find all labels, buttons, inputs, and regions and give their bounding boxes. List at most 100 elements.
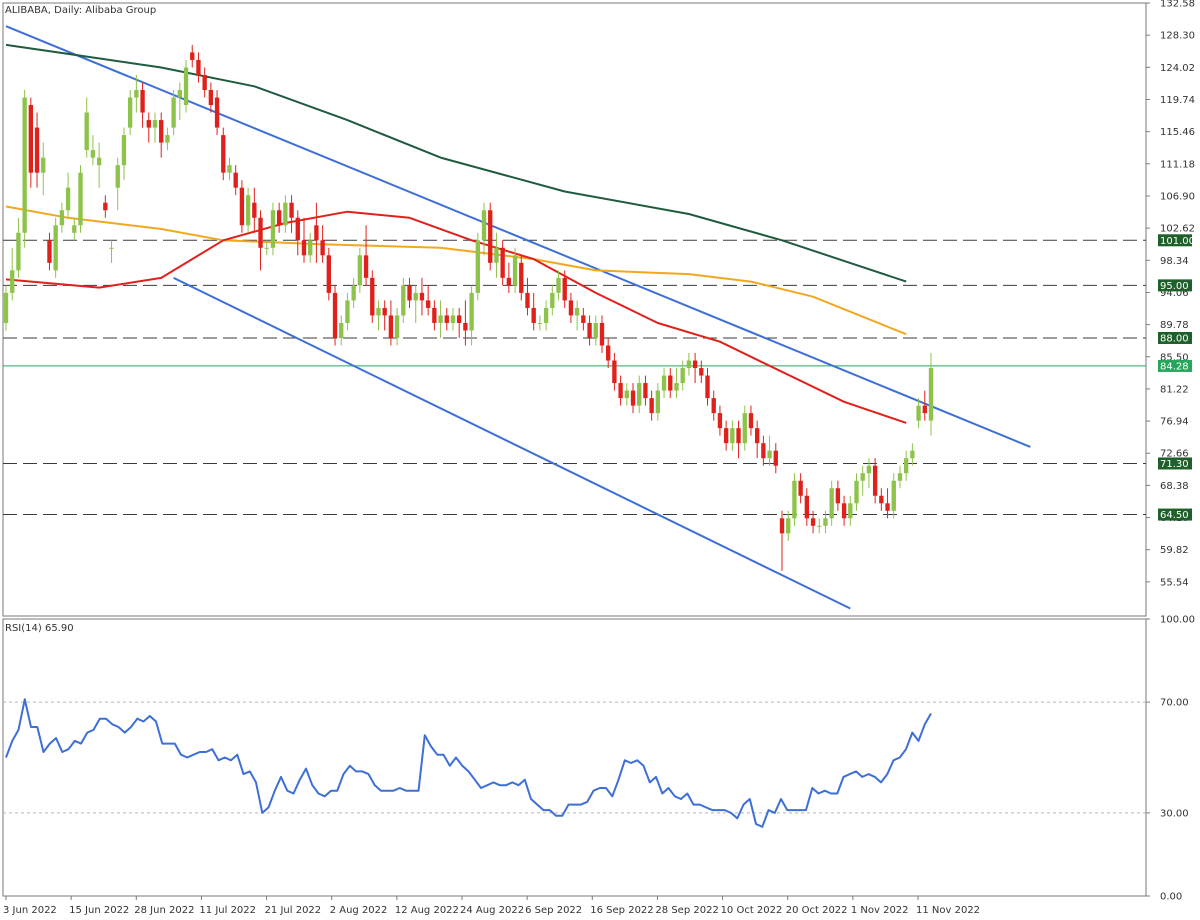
price-tick-label: 94.06	[1160, 288, 1189, 299]
candle-body	[581, 315, 586, 323]
candle-body	[221, 135, 226, 173]
candle	[152, 112, 158, 143]
candle-body	[146, 120, 151, 128]
candle-body	[463, 322, 468, 331]
candle-body	[755, 428, 760, 444]
candle	[773, 443, 778, 474]
date-tick-label: 11 Nov 2022	[916, 905, 980, 916]
level-tag-label: 88.00	[1160, 333, 1189, 344]
candle	[252, 187, 257, 233]
price-tick-label: 76.94	[1160, 417, 1189, 428]
price-tick-label: 81.22	[1160, 384, 1189, 395]
candle	[96, 142, 102, 188]
candle-body	[761, 443, 766, 459]
candle	[314, 202, 319, 263]
candle-body	[345, 300, 350, 323]
candle-body	[506, 277, 512, 286]
level-tag: 101.00	[1158, 234, 1195, 247]
candle	[16, 217, 21, 278]
price-plot-area	[3, 25, 1146, 610]
candle	[65, 172, 71, 218]
candle-body	[394, 315, 400, 338]
candle	[227, 157, 232, 181]
candle	[680, 360, 685, 391]
candle-body	[72, 225, 77, 233]
candle	[463, 300, 468, 346]
date-tick-label: 16 Sep 2022	[590, 905, 653, 916]
candle-body	[159, 120, 164, 143]
candle	[866, 458, 872, 489]
candle	[556, 270, 561, 301]
candle-body	[283, 202, 288, 226]
candle-body	[872, 465, 878, 496]
candle-body	[810, 518, 816, 526]
candle-body	[475, 240, 480, 293]
date-tick-label: 12 Aug 2022	[395, 905, 459, 916]
price-panel	[2, 2, 1147, 617]
candle	[637, 375, 642, 414]
candle	[668, 368, 673, 399]
candle	[910, 443, 915, 466]
candle	[438, 300, 443, 338]
candle-body	[177, 90, 182, 98]
candle	[245, 187, 251, 233]
price-tick-label: 68.38	[1160, 481, 1189, 492]
rsi-title: RSI(14) 65.90	[5, 623, 74, 634]
rsi-tick-label: 0.00	[1160, 892, 1182, 903]
candle-body	[519, 262, 524, 293]
candle-body	[668, 375, 673, 391]
candle-body	[3, 292, 9, 323]
candle	[525, 277, 530, 316]
date-tick-label: 11 Jul 2022	[199, 905, 256, 916]
candle	[779, 510, 785, 571]
price-tick-label: 106.90	[1160, 191, 1195, 202]
candle	[10, 247, 15, 301]
candle-body	[308, 240, 313, 256]
candle	[643, 375, 648, 406]
candle-body	[270, 210, 276, 248]
candle	[351, 277, 356, 308]
candle	[543, 300, 549, 331]
candle	[34, 112, 40, 188]
level-tag: 64.50	[1158, 508, 1192, 521]
price-tick-label: 98.34	[1160, 256, 1189, 267]
candle	[531, 292, 536, 331]
candle-body	[655, 390, 661, 414]
rsi-panel-border	[2, 618, 1147, 897]
candle	[450, 307, 456, 331]
candle	[879, 488, 884, 511]
price-panel-border	[2, 2, 1147, 617]
candle	[835, 480, 841, 511]
candle	[767, 435, 772, 466]
candle	[444, 307, 449, 331]
level-tag: 95.00	[1158, 279, 1192, 292]
candle-body	[171, 97, 176, 128]
rsi-tick-label: 100.00	[1160, 615, 1195, 626]
trendline	[5, 25, 1031, 448]
candle-body	[457, 315, 462, 323]
candle-body	[910, 450, 915, 459]
candle	[159, 112, 164, 158]
candle	[457, 307, 462, 338]
candle-body	[618, 383, 623, 399]
candle	[792, 473, 797, 526]
candle	[475, 232, 480, 301]
candle-body	[649, 398, 654, 414]
date-tick-label: 2 Aug 2022	[330, 905, 388, 916]
candle	[469, 285, 474, 346]
candle-body	[183, 67, 189, 106]
candle	[537, 315, 543, 331]
candle	[59, 202, 65, 233]
candle-body	[630, 390, 636, 406]
candle	[593, 315, 598, 346]
candle-body	[730, 428, 735, 444]
candle-body	[28, 105, 34, 173]
candle	[717, 405, 723, 436]
rsi-line	[5, 698, 932, 828]
moving-average-line	[5, 43, 907, 283]
candle-body	[165, 135, 170, 143]
candle	[295, 210, 300, 256]
candle-body	[276, 210, 282, 226]
candle-body	[897, 473, 903, 481]
